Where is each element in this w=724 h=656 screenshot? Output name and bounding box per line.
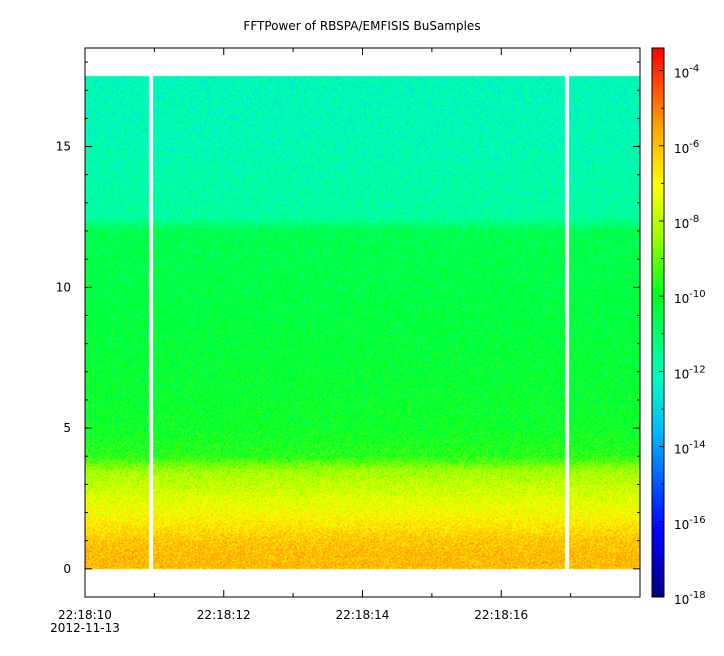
colorbar-tick-label: 10-10 bbox=[674, 289, 706, 306]
y-axis: 0 5 10 15 bbox=[56, 61, 640, 576]
colorbar-tick-label: 10-4 bbox=[674, 64, 699, 81]
colorbar-tick-label: 10-12 bbox=[674, 364, 706, 381]
chart-title: FFTPower of RBSPA/EMFISIS BuSamples bbox=[243, 19, 480, 33]
colorbar bbox=[651, 47, 665, 598]
y-tick-label: 10 bbox=[56, 280, 71, 294]
x-tick-label: 22:18:14 bbox=[336, 608, 390, 622]
x-date-label: 2012-11-13 bbox=[50, 621, 120, 635]
colorbar-tick-label: 10-18 bbox=[674, 590, 706, 607]
colorbar-tick-label: 10-16 bbox=[674, 515, 706, 532]
y-tick-label: 0 bbox=[63, 562, 71, 576]
x-tick-label: 22:18:12 bbox=[197, 608, 251, 622]
x-tick-label: 22:18:10 bbox=[58, 608, 112, 622]
x-tick-label: 22:18:16 bbox=[474, 608, 528, 622]
colorbar-tick-label: 10-14 bbox=[674, 440, 706, 457]
colorbar-tick-label: 10-6 bbox=[674, 139, 699, 156]
y-tick-label: 5 bbox=[63, 421, 71, 435]
colorbar-axis: 10-4 10-6 10-8 10-10 10-12 10-14 10-16 10-18 bbox=[659, 64, 706, 607]
colorbar-tick-label: 10-8 bbox=[674, 214, 699, 231]
y-tick-label: 15 bbox=[56, 140, 71, 154]
spectrogram-heatmap bbox=[85, 48, 640, 597]
